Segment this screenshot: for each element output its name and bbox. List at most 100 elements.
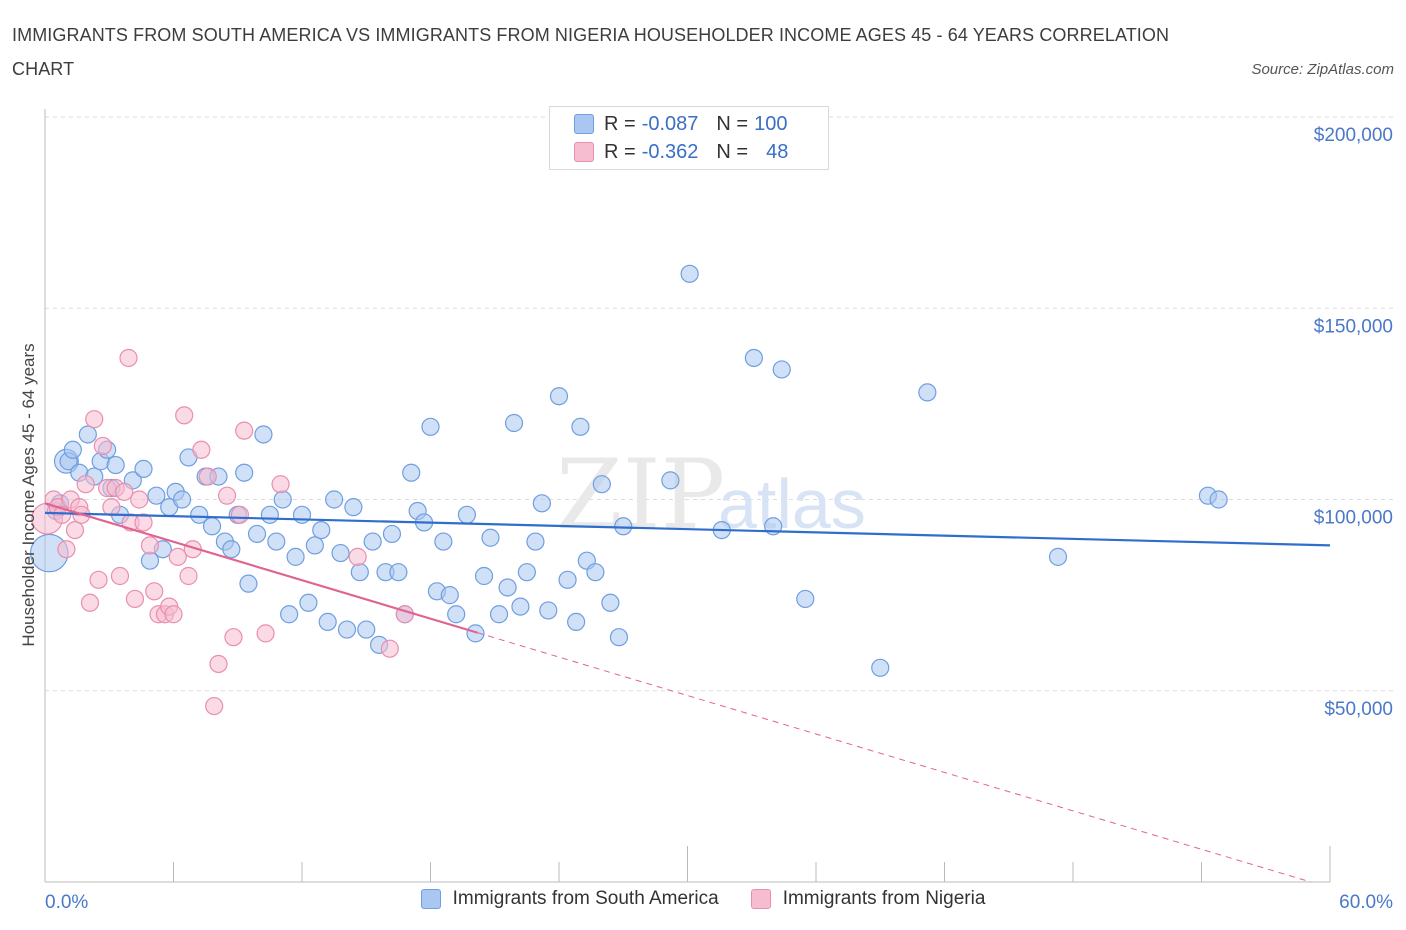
data-point bbox=[558, 570, 577, 589]
y-axis-label: Householder Income Ages 45 - 64 years bbox=[19, 343, 38, 646]
data-point bbox=[280, 605, 299, 624]
data-point bbox=[230, 505, 249, 524]
source-credit: Source: ZipAtlas.com bbox=[1251, 61, 1394, 78]
trend-lines bbox=[44, 502, 1331, 883]
data-point bbox=[549, 387, 569, 406]
data-point bbox=[312, 520, 331, 540]
data-point bbox=[344, 498, 363, 517]
x-tick-labels: 0.0% 60.0% bbox=[45, 892, 1393, 913]
legend-n-label: N = bbox=[716, 140, 749, 163]
legend-swatch-pink bbox=[574, 142, 594, 162]
data-point bbox=[267, 532, 286, 551]
series-nigeria-points bbox=[31, 348, 414, 716]
data-point bbox=[76, 475, 95, 494]
data-point bbox=[348, 547, 367, 566]
data-point bbox=[871, 658, 890, 677]
data-point bbox=[292, 505, 312, 524]
data-point bbox=[489, 605, 509, 624]
data-point bbox=[299, 593, 318, 612]
data-point bbox=[80, 593, 100, 612]
data-point bbox=[539, 601, 558, 620]
legend-label-nigeria: Immigrants from Nigeria bbox=[782, 888, 986, 909]
data-point bbox=[382, 524, 402, 544]
data-point bbox=[202, 517, 222, 536]
data-point bbox=[447, 605, 466, 624]
data-point bbox=[350, 563, 369, 582]
data-point bbox=[106, 455, 125, 475]
legend-r-value: -0.362 bbox=[641, 140, 699, 163]
data-point bbox=[744, 348, 763, 368]
data-point bbox=[93, 436, 112, 456]
y-tick-label: $100,000 bbox=[1314, 508, 1393, 529]
grid-lines bbox=[45, 116, 1395, 692]
data-point bbox=[78, 425, 97, 444]
trend-line-solid bbox=[44, 511, 1331, 547]
watermark: ZIP atlas bbox=[556, 439, 866, 551]
legend-item-nigeria[interactable]: Immigrants from Nigeria bbox=[750, 888, 986, 910]
data-point bbox=[511, 597, 530, 616]
data-point bbox=[440, 586, 459, 605]
legend-swatch-blue bbox=[574, 114, 594, 134]
data-point bbox=[273, 490, 292, 509]
data-point bbox=[325, 490, 344, 509]
data-point bbox=[526, 532, 545, 551]
data-point bbox=[235, 463, 254, 482]
data-point bbox=[190, 505, 209, 524]
data-point bbox=[140, 536, 160, 555]
data-point bbox=[179, 566, 198, 586]
legend-r-label: R = bbox=[604, 140, 636, 163]
data-point bbox=[147, 486, 166, 505]
data-point bbox=[175, 406, 194, 425]
data-point bbox=[239, 574, 258, 593]
legend-n-value: 48 bbox=[766, 140, 789, 163]
data-point bbox=[271, 475, 290, 494]
data-point bbox=[119, 348, 138, 368]
data-point bbox=[680, 264, 699, 283]
data-point bbox=[172, 490, 192, 509]
data-point bbox=[571, 417, 590, 436]
data-point bbox=[1048, 547, 1068, 566]
legend-r-value: -0.087 bbox=[641, 112, 699, 135]
legend-item-south-america[interactable]: Immigrants from South America bbox=[420, 888, 719, 910]
data-point bbox=[380, 639, 399, 658]
data-point bbox=[192, 440, 211, 459]
data-point bbox=[63, 440, 82, 459]
data-point bbox=[481, 528, 500, 547]
data-point bbox=[205, 696, 224, 716]
data-point bbox=[661, 471, 680, 490]
legend-swatch-pink bbox=[750, 889, 771, 909]
data-point bbox=[389, 563, 408, 582]
data-point bbox=[796, 589, 815, 609]
data-point bbox=[57, 540, 76, 559]
data-point bbox=[145, 582, 164, 601]
data-point bbox=[517, 563, 536, 582]
legend-swatch-blue bbox=[420, 889, 441, 909]
data-point bbox=[357, 620, 376, 639]
data-point bbox=[217, 486, 237, 505]
data-point bbox=[260, 505, 279, 524]
data-point bbox=[254, 425, 273, 444]
data-point bbox=[421, 417, 440, 436]
y-tick-label: $50,000 bbox=[1324, 699, 1393, 720]
y-tick-labels: $50,000 $100,000 $150,000 $200,000 bbox=[1314, 125, 1393, 720]
data-point bbox=[567, 612, 586, 632]
legend-row-nigeria: R = -0.362 N = 48 bbox=[574, 138, 788, 166]
data-point bbox=[222, 540, 241, 559]
data-point bbox=[168, 547, 187, 566]
x-tick-label-max: 60.0% bbox=[1339, 892, 1393, 913]
data-point bbox=[586, 563, 605, 582]
data-point bbox=[134, 459, 153, 478]
data-point bbox=[125, 589, 145, 609]
data-point bbox=[209, 654, 228, 674]
trend-line-solid bbox=[44, 502, 478, 634]
data-point bbox=[592, 475, 611, 494]
stats-legend: R = -0.087 N = 100 R = -0.362 N = 48 bbox=[549, 106, 829, 170]
legend-row-south-america: R = -0.087 N = 100 bbox=[574, 110, 787, 138]
data-point bbox=[235, 421, 254, 440]
data-point bbox=[198, 467, 217, 486]
data-point bbox=[130, 490, 149, 509]
legend-n-label: N = bbox=[716, 112, 749, 135]
y-tick-label: $200,000 bbox=[1314, 125, 1393, 146]
data-point bbox=[363, 532, 382, 551]
